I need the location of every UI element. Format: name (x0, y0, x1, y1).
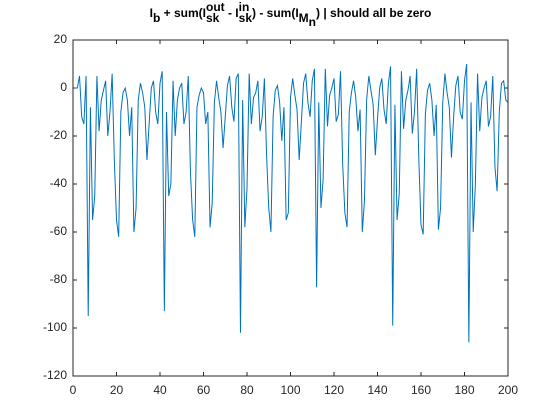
y-tick-label: -80 (50, 272, 68, 286)
x-tick-label: 0 (70, 383, 77, 397)
title-part: M (299, 11, 309, 25)
x-tick-label: 180 (454, 383, 474, 397)
y-tick-label: -40 (50, 176, 68, 190)
x-tick-label: 160 (411, 383, 431, 397)
title-part: n (309, 15, 316, 29)
x-tick-label: 100 (280, 383, 300, 397)
title-part: I (150, 6, 153, 20)
x-tick-label: 20 (110, 383, 124, 397)
data-line (75, 63, 509, 343)
title-part: ) | should all be zero (316, 6, 431, 20)
title-part: - I (225, 6, 239, 20)
title-part: in (239, 0, 250, 14)
plot-area (73, 40, 508, 376)
title-part: + sum(I (160, 6, 206, 20)
y-tick-label: 0 (60, 80, 67, 94)
y-tick-label: -20 (50, 128, 68, 142)
title-part: ) - sum(I (252, 6, 299, 20)
y-tick-label: -60 (50, 224, 68, 238)
x-tick-label: 80 (240, 383, 254, 397)
y-tick-label: -120 (43, 368, 67, 382)
axes-box (72, 39, 509, 377)
title-part: sk (206, 11, 220, 25)
title-part: sk (239, 11, 253, 25)
title-part: b (153, 11, 160, 25)
x-tick-label: 120 (324, 383, 344, 397)
x-tick-label: 200 (498, 383, 518, 397)
x-tick-label: 60 (197, 383, 211, 397)
y-tick-label: -100 (43, 320, 67, 334)
x-tick-label: 140 (367, 383, 387, 397)
title-part: out (206, 0, 225, 14)
x-tick-label: 40 (153, 383, 167, 397)
y-tick-label: 20 (54, 32, 68, 46)
